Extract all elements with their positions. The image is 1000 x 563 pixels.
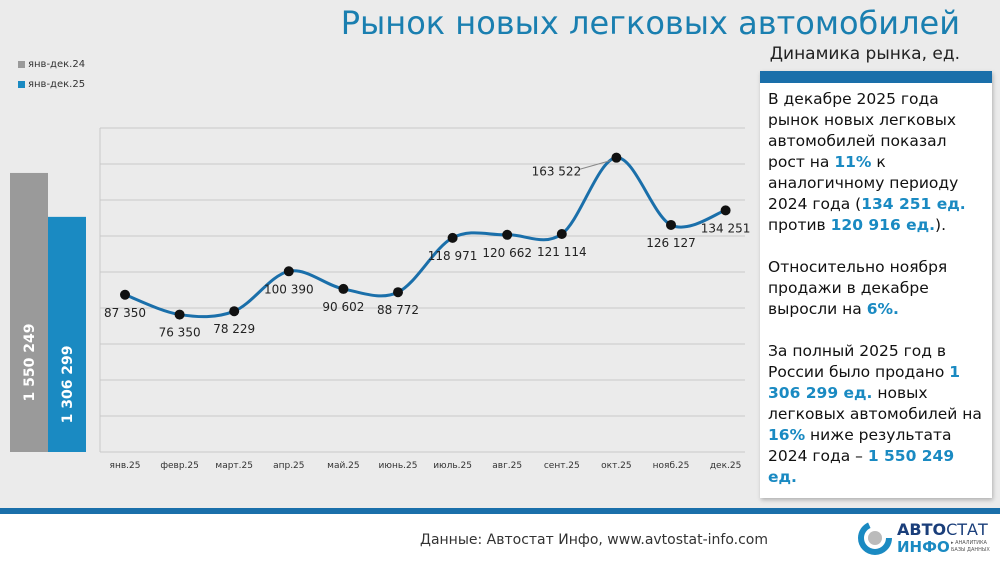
x-tick-label: июнь.25 bbox=[379, 461, 418, 471]
x-tick-label: сент.25 bbox=[544, 461, 580, 471]
data-point bbox=[611, 152, 622, 163]
data-point bbox=[338, 283, 349, 294]
panel-highlight: 134 251 ед. bbox=[861, 195, 966, 213]
panel-highlight: 1 306 299 ед. bbox=[768, 363, 961, 402]
data-point bbox=[502, 229, 513, 240]
panel-paragraph-1: В декабре 2025 года рынок новых легковых… bbox=[768, 89, 986, 236]
page-title: Рынок новых легковых автомобилей bbox=[340, 4, 960, 42]
data-label: 121 114 bbox=[537, 245, 587, 259]
chart: 1 550 249 1 306 299 87 350 янв.25 76 350 февр… bbox=[10, 127, 751, 471]
bar-2025 bbox=[48, 216, 86, 452]
bar-label: 1 550 249 bbox=[22, 324, 38, 402]
data-label: 78 229 bbox=[213, 322, 255, 336]
panel-paragraph-3: За полный 2025 год в России было продано… bbox=[768, 341, 986, 488]
data-point bbox=[556, 228, 567, 239]
legend-item-2024: янв-дек.24 bbox=[18, 59, 85, 70]
panel-highlight: 1 550 249 ед. bbox=[768, 447, 955, 486]
data-label: 120 662 bbox=[482, 246, 532, 260]
page-subtitle: Динамика рынка, ед. bbox=[769, 44, 960, 64]
panel-text: В декабре 2025 года рынок новых легковых… bbox=[768, 90, 957, 171]
legend-label: янв-дек.24 bbox=[28, 59, 86, 70]
data-label: 163 522 bbox=[532, 165, 582, 179]
data-point bbox=[283, 266, 294, 277]
x-tick-label: окт.25 bbox=[601, 461, 632, 471]
panel-text: ). bbox=[935, 216, 947, 234]
data-point bbox=[666, 219, 676, 230]
data-point bbox=[720, 205, 731, 216]
data-label: 100 390 bbox=[264, 282, 314, 296]
data-label: 90 602 bbox=[322, 300, 364, 314]
panel-text: новых легковых автомобилей на bbox=[768, 384, 982, 423]
panel-highlight: 6%. bbox=[866, 300, 899, 318]
series-line bbox=[124, 156, 727, 319]
legend-swatch bbox=[18, 81, 25, 88]
source-note: Данные: Автостат Инфо, www.avtostat-info… bbox=[420, 532, 769, 548]
avtostat-logo: АВТОСТАТ ИНФО ▸ АНАЛИТИКА БАЗЫ ДАННЫХ bbox=[855, 518, 995, 558]
x-tick-label: май.25 bbox=[327, 461, 359, 471]
x-tick-label: авг.25 bbox=[492, 461, 522, 471]
panel-text: Относительно ноября продажи в декабре вы… bbox=[768, 258, 948, 318]
panel-highlight: 11% bbox=[834, 153, 872, 171]
x-tick-label: янв.25 bbox=[110, 461, 141, 471]
info-panel: В декабре 2025 года рынок новых легковых… bbox=[760, 71, 992, 498]
x-tick-label: нояб.25 bbox=[653, 461, 690, 471]
logo-tagline: ▸ АНАЛИТИКА БАЗЫ ДАННЫХ bbox=[951, 540, 990, 553]
legend-swatch bbox=[18, 61, 25, 68]
x-tick-label: июль.25 bbox=[433, 461, 472, 471]
panel-header-bar bbox=[760, 71, 992, 83]
data-point bbox=[120, 289, 130, 300]
logo-ring-icon bbox=[858, 521, 892, 555]
footer-divider bbox=[0, 508, 1000, 514]
logo-wordmark: АВТОСТАТ bbox=[897, 520, 988, 539]
panel-paragraph-2: Относительно ноября продажи в декабре вы… bbox=[768, 257, 986, 320]
legend-label: янв-дек.25 bbox=[28, 79, 86, 90]
x-tick-label: март.25 bbox=[215, 461, 253, 471]
data-point bbox=[393, 287, 403, 298]
panel-text: против bbox=[768, 216, 831, 234]
data-label: 88 772 bbox=[377, 303, 419, 317]
data-label: 118 971 bbox=[428, 249, 478, 263]
bar-label: 1 306 299 bbox=[60, 345, 76, 423]
bar-2024 bbox=[10, 172, 48, 452]
panel-text: к аналогичному периоду 2024 года ( bbox=[768, 153, 959, 213]
data-point bbox=[447, 232, 458, 243]
x-tick-label: дек.25 bbox=[710, 461, 742, 471]
leader-line bbox=[578, 160, 611, 171]
x-tick-label: апр.25 bbox=[273, 461, 304, 471]
x-tick-label: февр.25 bbox=[160, 461, 199, 471]
data-label: 134 251 bbox=[701, 221, 751, 235]
data-label: 76 350 bbox=[159, 326, 201, 340]
panel-text: За полный 2025 год в России было продано bbox=[768, 342, 950, 381]
logo-subword: ИНФО bbox=[897, 538, 950, 556]
panel-text: ниже результата 2024 года – bbox=[768, 426, 952, 465]
data-point bbox=[229, 306, 240, 317]
panel-highlight: 120 916 ед. bbox=[830, 216, 936, 234]
data-label: 126 127 bbox=[646, 236, 696, 250]
panel-highlight: 16% bbox=[768, 426, 806, 444]
data-point bbox=[174, 309, 185, 320]
legend-item-2025: янв-дек.25 bbox=[18, 79, 85, 90]
data-label: 87 350 bbox=[104, 306, 146, 320]
